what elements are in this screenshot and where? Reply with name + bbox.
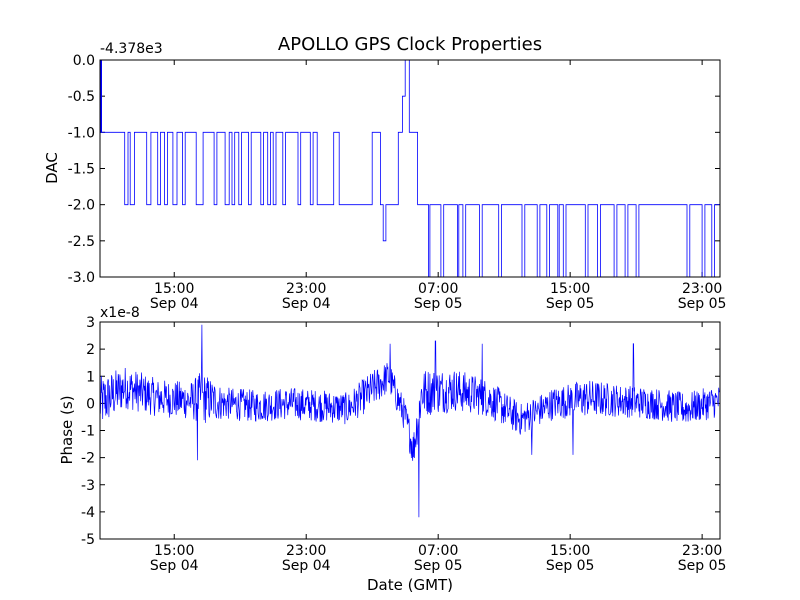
x-tick-date-label: Sep 04 (282, 558, 331, 574)
y-tick-label: -1.5 (68, 162, 95, 178)
y-tick-label: 0.0 (73, 53, 95, 69)
phase-axis-label: Phase (s) (58, 395, 76, 464)
x-tick-time-label: 07:00 (418, 543, 458, 559)
dac-plot-frame (99, 59, 721, 278)
phase-plot-frame (99, 321, 721, 540)
y-tick-label: -2.0 (68, 198, 95, 214)
dac-panel: -4.378e3 DAC 0.0 -0.5 -1.0 -1.5 -2.0 -2.5 -3.0… (43, 41, 726, 312)
x-tick-date-label: Sep 05 (414, 558, 463, 574)
y-tick-label: -2 (81, 451, 95, 467)
y-tick-label: -4 (81, 505, 95, 521)
x-tick-date-label: Sep 05 (414, 296, 463, 312)
chart-title: APOLLO GPS Clock Properties (278, 34, 542, 55)
x-tick-time-label: 15:00 (154, 543, 194, 559)
x-tick-date-label: Sep 05 (678, 296, 727, 312)
x-tick-date-label: Sep 04 (282, 296, 331, 312)
y-tick-label: -5 (81, 532, 95, 548)
x-tick-time-label: 15:00 (550, 281, 590, 297)
x-axis-label: Date (GMT) (367, 576, 453, 594)
y-tick-label: -3 (81, 478, 95, 494)
x-tick-time-label: 23:00 (682, 543, 722, 559)
phase-offset-label: x1e-8 (100, 305, 140, 321)
x-tick-time-label: 23:00 (286, 281, 326, 297)
y-tick-label: -3.0 (68, 270, 95, 286)
x-tick-date-label: Sep 05 (546, 296, 595, 312)
x-tick-date-label: Sep 05 (678, 558, 727, 574)
x-tick-time-label: 15:00 (154, 281, 194, 297)
y-tick-label: -0.5 (68, 89, 95, 105)
y-tick-label: 2 (86, 342, 95, 358)
y-tick-label: 1 (86, 369, 95, 385)
y-tick-label: -2.5 (68, 234, 95, 250)
y-tick-label: 3 (86, 315, 95, 331)
x-tick-time-label: 07:00 (418, 281, 458, 297)
x-tick-date-label: Sep 05 (546, 558, 595, 574)
x-tick-time-label: 15:00 (550, 543, 590, 559)
phase-series-line (99, 324, 721, 518)
dac-axis-label: DAC (43, 152, 61, 184)
x-tick-date-label: Sep 04 (150, 296, 199, 312)
y-tick-label: -1.0 (68, 125, 95, 141)
x-tick-time-label: 23:00 (286, 543, 326, 559)
y-tick-label: -1 (81, 424, 95, 440)
x-tick-date-label: Sep 04 (150, 558, 199, 574)
phase-axis-ticks: 3 2 1 0 -1 -2 -3 -4 -5 (81, 315, 720, 548)
x-tick-time-label: 23:00 (682, 281, 722, 297)
y-tick-label: 0 (86, 396, 95, 412)
dac-offset-label: -4.378e3 (100, 41, 163, 57)
